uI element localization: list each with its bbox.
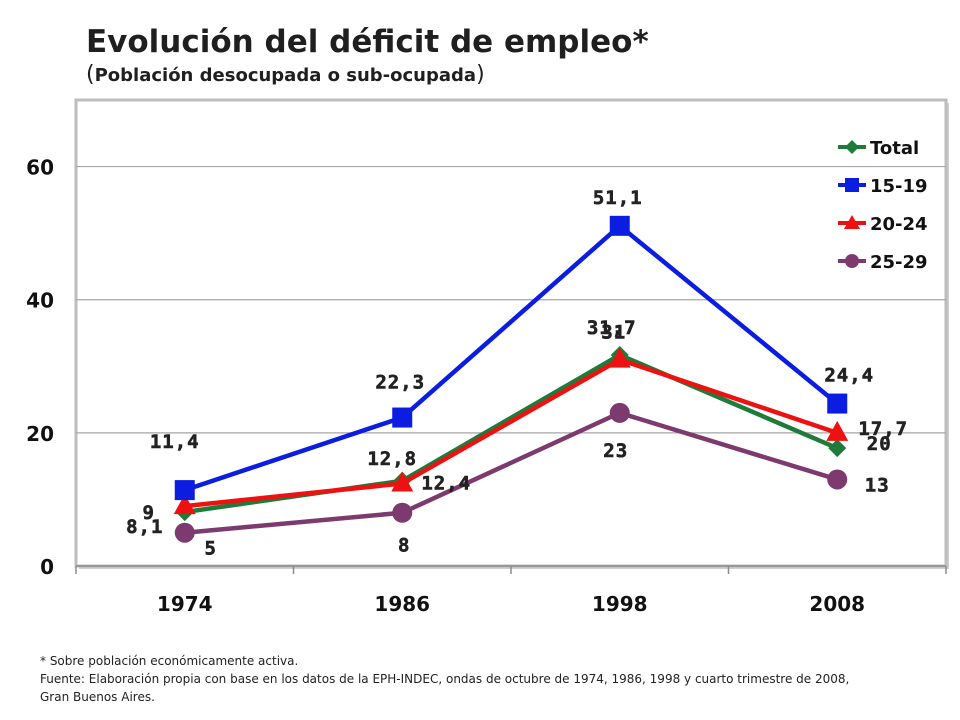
chart-subtitle: (Población desocupada o sub-ocupada) [86, 62, 485, 87]
data-label-15-19: 51,1 [593, 187, 643, 209]
data-point-15-19 [174, 480, 195, 501]
data-point-25-29 [827, 469, 848, 490]
data-point-15-19 [609, 215, 630, 236]
data-label-total: 17,7 [858, 418, 908, 440]
legend-marker [845, 140, 859, 154]
data-point-20-24 [608, 347, 631, 368]
data-label-total: 12,8 [367, 448, 417, 470]
legend-marker [845, 254, 859, 268]
x-tick-label: 1986 [374, 592, 430, 616]
y-tick-label: 0 [40, 555, 54, 579]
data-label-20-24: 9 [143, 502, 155, 524]
data-point-25-29 [609, 402, 630, 423]
footnote-source: Fuente: Elaboración propia con base en l… [40, 672, 850, 686]
data-point-total [828, 439, 847, 458]
data-label-15-19: 11,4 [150, 431, 200, 453]
data-label-25-29: 23 [603, 440, 628, 462]
series-line-15-19 [184, 223, 839, 493]
y-tick-label: 20 [26, 422, 54, 446]
x-tick-label: 1998 [592, 592, 648, 616]
data-label-25-29: 5 [205, 538, 217, 560]
data-label-25-29: 13 [865, 474, 890, 496]
data-point-15-19 [827, 393, 848, 414]
legend-label: Total [870, 138, 919, 159]
legend-label: 25-29 [870, 252, 928, 273]
data-point-25-29 [392, 502, 413, 523]
plot-area [74, 98, 948, 568]
series-line-20-24 [184, 357, 838, 509]
data-label-total: 31,7 [587, 317, 637, 339]
footnote-note: * Sobre población económicamente activa. [40, 654, 299, 668]
chart-title: Evolución del déficit de empleo* [86, 24, 649, 60]
legend-marker [845, 178, 859, 192]
series-line-25-29 [184, 410, 838, 535]
data-point-15-19 [392, 407, 413, 428]
data-label-20-24: 31 [601, 322, 626, 344]
data-label-total: 8,1 [126, 516, 163, 538]
legend-label: 15-19 [870, 176, 928, 197]
data-label-20-24: 12,4 [421, 472, 471, 494]
footnote-source-cont: Gran Buenos Aires. [40, 690, 155, 704]
y-tick-label: 40 [26, 289, 54, 313]
data-point-20-24 [391, 471, 414, 492]
legend-marker [844, 215, 860, 229]
x-tick-label: 2008 [809, 592, 865, 616]
data-label-20-24: 20 [867, 433, 892, 455]
data-label-15-19: 22,3 [375, 372, 425, 394]
legend-label: 20-24 [870, 214, 928, 235]
line-chart: 0 20 40 60 1974 1986 1998 2008 8,1 12,8 31,7 17,7 11… [26, 98, 949, 616]
chart-subtitle-text: Población desocupada o sub-ocupada [94, 65, 477, 86]
y-tick-label: 60 [26, 156, 54, 180]
data-point-20-24 [173, 494, 196, 515]
footnotes: * Sobre población económicamente activa.… [40, 652, 940, 706]
data-label-25-29: 8 [398, 535, 410, 557]
data-label-15-19: 24,4 [824, 365, 874, 387]
data-point-20-24 [826, 420, 849, 441]
data-point-25-29 [174, 522, 195, 543]
x-tick-label: 1974 [157, 592, 213, 616]
